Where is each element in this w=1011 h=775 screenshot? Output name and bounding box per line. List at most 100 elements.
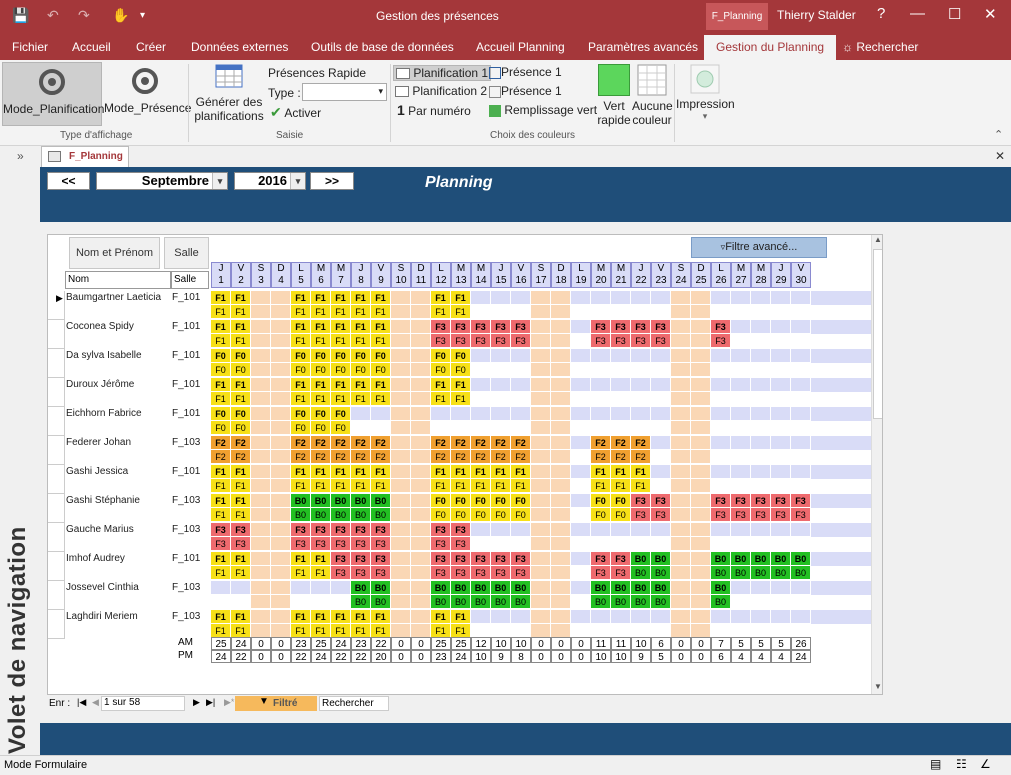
planning-cell[interactable] — [711, 349, 731, 363]
vertical-scrollbar[interactable]: ▲ ▼ — [871, 235, 882, 694]
planning-cell[interactable] — [551, 566, 571, 580]
record-selector[interactable] — [48, 349, 65, 378]
planning-cell[interactable] — [531, 305, 551, 319]
planning-cell[interactable]: F1 — [351, 610, 371, 624]
planning-cell[interactable]: F2 — [291, 436, 311, 450]
planning-cell[interactable]: B0 — [591, 581, 611, 595]
planning-cell[interactable] — [511, 363, 531, 377]
planning-cell[interactable] — [271, 624, 291, 638]
planning-cell[interactable]: F1 — [451, 291, 471, 305]
planning-cell[interactable] — [711, 421, 731, 435]
planning-cell[interactable] — [531, 320, 551, 334]
planning-cell[interactable]: F1 — [211, 552, 231, 566]
planning-cell[interactable] — [571, 407, 591, 421]
planning-cell[interactable]: B0 — [291, 494, 311, 508]
planning-cell[interactable] — [671, 624, 691, 638]
planning-cell[interactable] — [511, 392, 531, 406]
record-position-input[interactable]: 1 sur 58 — [101, 696, 185, 711]
record-selector[interactable] — [48, 465, 65, 494]
planning-cell[interactable] — [271, 494, 291, 508]
planning-cell[interactable]: F3 — [611, 320, 631, 334]
planning-cell[interactable]: F1 — [631, 479, 651, 493]
planning-cell[interactable] — [211, 581, 231, 595]
planning-cell[interactable] — [751, 465, 771, 479]
planning-cell[interactable] — [711, 610, 731, 624]
planning-cell[interactable] — [211, 595, 231, 609]
planning-cell[interactable] — [291, 595, 311, 609]
planning-cell[interactable]: F1 — [451, 305, 471, 319]
row-salle[interactable]: F_103 — [172, 582, 201, 593]
planning-cell[interactable] — [691, 291, 711, 305]
planning-cell[interactable]: F2 — [431, 436, 451, 450]
planning-cell[interactable]: B0 — [731, 566, 751, 580]
advanced-filter-button[interactable]: ▿Filtre avancé... — [691, 237, 827, 258]
planning-cell[interactable] — [571, 494, 591, 508]
planning-cell[interactable]: B0 — [431, 581, 451, 595]
planning-cell[interactable]: F1 — [211, 305, 231, 319]
planning-cell[interactable]: F1 — [311, 610, 331, 624]
planning-cell[interactable] — [731, 421, 751, 435]
planning-cell[interactable] — [611, 537, 631, 551]
planning-cell[interactable] — [491, 610, 511, 624]
planning-cell[interactable] — [531, 494, 551, 508]
planning-cell[interactable] — [531, 291, 551, 305]
record-search-input[interactable]: Rechercher — [319, 696, 389, 711]
planning-cell[interactable]: F0 — [611, 494, 631, 508]
planning-cell[interactable] — [411, 334, 431, 348]
presence-1a-button[interactable]: Présence 1 — [489, 65, 562, 79]
planning-cell[interactable] — [651, 305, 671, 319]
planning-cell[interactable]: F1 — [451, 479, 471, 493]
planning-cell[interactable]: F2 — [611, 450, 631, 464]
planning-cell[interactable] — [691, 537, 711, 551]
presence-1b-button[interactable]: Présence 1 — [489, 84, 562, 98]
planning-cell[interactable] — [691, 552, 711, 566]
planning-cell[interactable] — [791, 392, 811, 406]
planification-1-button[interactable]: Planification 1 — [393, 65, 492, 81]
planning-cell[interactable]: F3 — [451, 334, 471, 348]
planning-cell[interactable]: F3 — [511, 566, 531, 580]
planning-cell[interactable]: B0 — [331, 508, 351, 522]
planning-cell[interactable]: F1 — [291, 566, 311, 580]
planning-cell[interactable] — [711, 450, 731, 464]
planning-cell[interactable] — [671, 363, 691, 377]
planning-cell[interactable] — [311, 595, 331, 609]
planning-cell[interactable]: F3 — [451, 523, 471, 537]
planning-cell[interactable] — [411, 508, 431, 522]
planning-cell[interactable] — [691, 421, 711, 435]
planning-cell[interactable] — [391, 436, 411, 450]
planning-cell[interactable] — [611, 363, 631, 377]
planning-cell[interactable] — [571, 349, 591, 363]
menu-tab[interactable]: Fichier — [12, 40, 49, 54]
planning-cell[interactable] — [571, 552, 591, 566]
planning-cell[interactable]: F2 — [451, 450, 471, 464]
planning-cell[interactable]: F3 — [291, 523, 311, 537]
planning-cell[interactable] — [711, 436, 731, 450]
planning-cell[interactable] — [251, 595, 271, 609]
planning-cell[interactable] — [671, 508, 691, 522]
planning-cell[interactable]: B0 — [471, 595, 491, 609]
planning-cell[interactable] — [511, 407, 531, 421]
planning-cell[interactable] — [671, 595, 691, 609]
menu-tab[interactable]: Paramètres avancés — [588, 40, 699, 54]
planning-cell[interactable]: F2 — [511, 450, 531, 464]
planning-cell[interactable] — [251, 407, 271, 421]
planning-cell[interactable] — [711, 363, 731, 377]
planning-cell[interactable] — [631, 349, 651, 363]
planning-cell[interactable] — [591, 305, 611, 319]
type-select[interactable]: ▾ — [302, 83, 387, 101]
planning-cell[interactable] — [671, 334, 691, 348]
planning-cell[interactable] — [531, 436, 551, 450]
planning-cell[interactable] — [251, 537, 271, 551]
planning-cell[interactable]: F3 — [431, 537, 451, 551]
planning-cell[interactable]: F3 — [351, 523, 371, 537]
maximize-button[interactable]: ☐ — [948, 6, 962, 23]
planning-cell[interactable] — [551, 349, 571, 363]
planning-cell[interactable]: F0 — [211, 363, 231, 377]
planning-cell[interactable]: F1 — [231, 378, 251, 392]
planning-cell[interactable] — [551, 465, 571, 479]
planning-cell[interactable] — [711, 523, 731, 537]
planning-cell[interactable] — [391, 465, 411, 479]
save-icon[interactable]: 💾 — [12, 7, 30, 23]
planning-cell[interactable]: B0 — [791, 566, 811, 580]
planning-cell[interactable]: F2 — [471, 450, 491, 464]
